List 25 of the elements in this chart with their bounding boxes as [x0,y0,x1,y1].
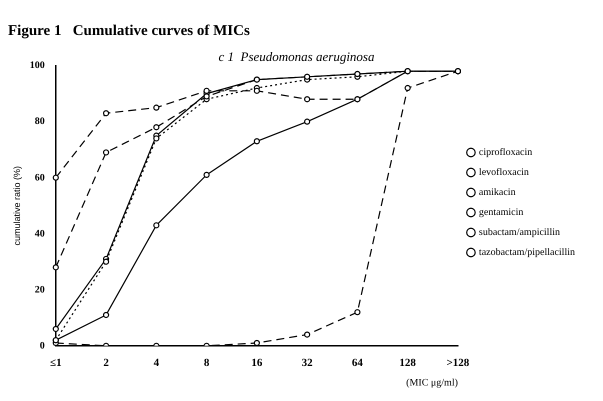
y-axis-title: cumulative ratio (%) [12,166,22,246]
legend-label: subactam/ampicillin [478,227,560,238]
x-tick-label: 4 [154,357,160,370]
x-tick-label: 32 [302,357,314,370]
y-tick-label: 20 [34,284,45,296]
legend-label: amikacin [478,187,516,198]
legend-label: gentamicin [478,207,524,218]
x-tick-label: 128 [399,357,416,370]
x-tick-label: >128 [446,357,470,370]
legend-label: ciprofloxacin [478,147,532,158]
x-axis-title: (MIC μg/ml) [406,378,458,389]
x-tick-label: 16 [251,357,263,370]
y-tick-label: 40 [34,228,45,240]
x-tick-label: 8 [204,357,210,370]
y-tick-label: 0 [40,340,45,352]
y-tick-label: 80 [34,116,45,128]
chart-subtitle: c 1 Pseudomonas aeruginosa [218,49,375,64]
x-tick-label: ≤1 [50,357,62,370]
x-tick-label: 64 [352,357,364,370]
x-tick-label: 2 [103,357,110,370]
legend-label: levofloxacin [478,167,529,178]
chart-title: Figure 1 Cumulative curves of MICs [8,22,250,39]
legend-label: tazobactam/pipellacillin [478,247,576,258]
y-tick-label: 60 [34,172,45,184]
y-tick-label: 100 [30,60,45,72]
